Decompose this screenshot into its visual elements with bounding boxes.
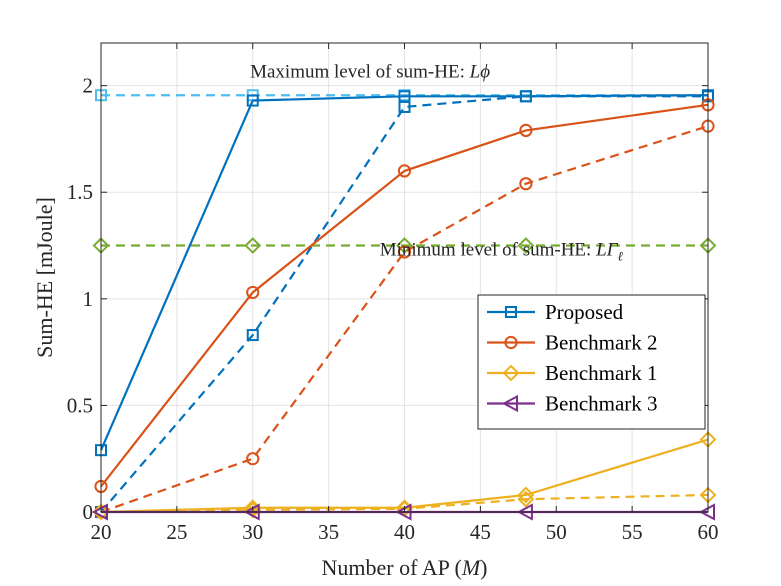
y-axis-label: Sum-HE [mJoule] [32,197,57,358]
x-tick-label: 20 [91,520,112,544]
x-tick-label: 60 [698,520,719,544]
x-tick-label: 50 [546,520,567,544]
x-tick-label: 35 [318,520,339,544]
legend-marker [501,394,518,413]
annotation-min-level: Minimum level of sum-HE: LΓℓ [380,240,624,264]
x-tick-label: 25 [166,520,187,544]
proposed-dashed-point [519,90,532,103]
legend-marker [504,335,518,350]
legend-item-benchmark-3: Benchmark 3 [487,392,658,416]
benchmark-2-dashed-point [246,452,260,466]
benchmark-2-dashed-point [519,177,533,191]
legend-label: Benchmark 3 [545,392,658,416]
y-tick-label: 0 [83,500,94,524]
y-tick-label: 0.5 [67,393,93,417]
benchmark-2-line [100,103,709,488]
legend-label: Benchmark 2 [545,331,658,355]
legend: Proposed Benchmark 2 Benchmark 1 Benchmark … [477,294,706,430]
x-tick-label: 45 [470,520,491,544]
y-tick-label: 2 [83,74,94,98]
ticks: 20 25 30 35 40 45 50 55 60 0 0.5 1 1.5 2 [67,43,719,544]
legend-item-benchmark-2: Benchmark 2 [487,331,658,355]
benchmark-2-dashed-point [397,245,412,259]
x-tick-label: 55 [622,520,643,544]
proposed-dashed-point [246,329,259,342]
y-tick-label: 1 [83,287,94,311]
benchmark-1-point [517,486,535,504]
legend-label: Proposed [545,300,624,324]
proposed-line [99,94,709,451]
legend-marker [505,306,517,318]
minimum-level-point [244,237,262,254]
legend-item-proposed: Proposed [487,300,624,324]
x-tick-label: 40 [394,520,415,544]
legend-item-benchmark-1: Benchmark 1 [487,361,658,385]
benchmark-2-point [397,164,412,178]
legend-label: Benchmark 1 [545,361,658,385]
benchmark-1-dashed-point [517,490,535,508]
proposed-point [246,94,259,107]
x-axis-label: Number of AP (M) [322,555,488,580]
benchmark-2-point [246,285,260,300]
y-tick-label: 1.5 [67,180,93,204]
benchmark-2-dashed-line [100,125,709,514]
annotation-max-level: Maximum level of sum-HE: Lϕ [250,62,490,83]
grid [100,43,709,513]
x-tick-label: 30 [242,520,263,544]
benchmark-2-point [519,123,533,138]
minimum-level-point [396,237,413,254]
legend-marker [502,364,520,382]
proposed-dashed-line [100,95,708,513]
minimum-level-point [517,237,535,254]
proposed-dashed-point [398,100,411,113]
